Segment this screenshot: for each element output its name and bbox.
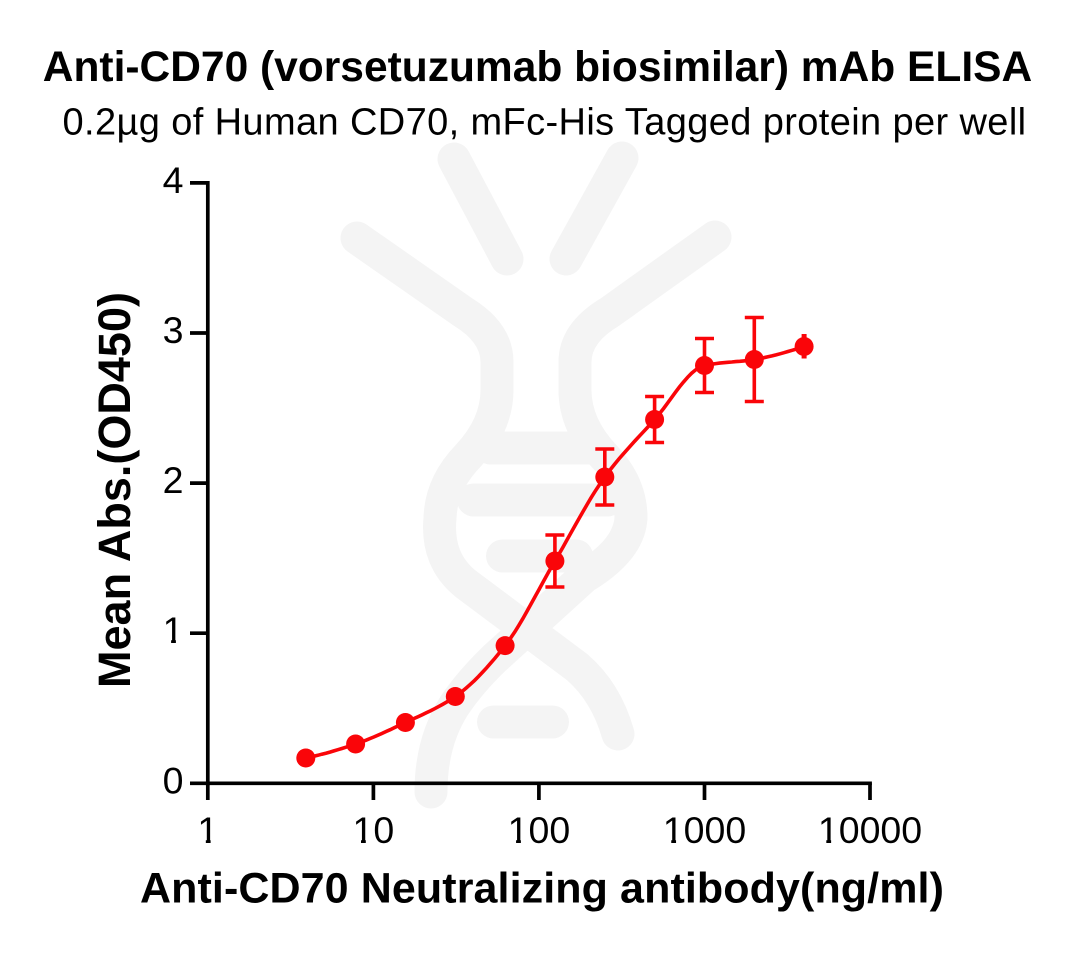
svg-text:2: 2 [163, 459, 184, 501]
svg-text:Anti-CD70 (vorsetuzumab biosim: Anti-CD70 (vorsetuzumab biosimilar) mAb … [43, 44, 1032, 91]
svg-text:3: 3 [163, 309, 184, 351]
svg-text:0: 0 [163, 759, 184, 801]
svg-text:10: 10 [353, 809, 395, 851]
svg-text:1000: 1000 [663, 809, 746, 851]
svg-text:1: 1 [197, 809, 218, 851]
svg-text:Anti-CD70 Neutralizing antibod: Anti-CD70 Neutralizing antibody(ng/ml) [140, 865, 944, 913]
svg-text:0.2µg of Human CD70, mFc-His T: 0.2µg of Human CD70, mFc-His Tagged prot… [63, 102, 1027, 144]
svg-text:1: 1 [163, 609, 184, 651]
svg-text:100: 100 [508, 809, 571, 851]
svg-text:4: 4 [163, 159, 184, 201]
svg-text:Mean Abs.(OD450): Mean Abs.(OD450) [89, 292, 140, 688]
svg-text:10000: 10000 [818, 809, 922, 851]
